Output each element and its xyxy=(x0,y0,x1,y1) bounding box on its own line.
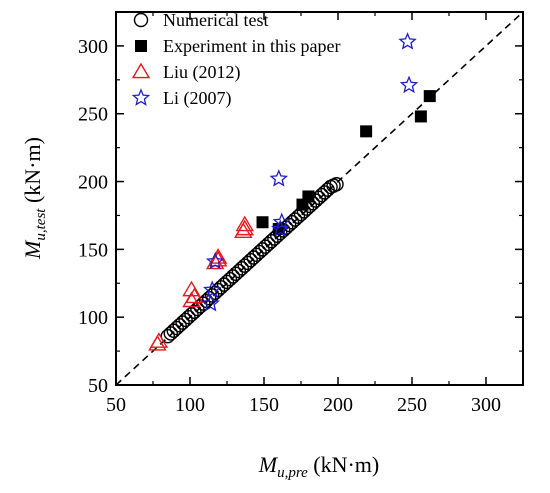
axis-title-symbol: M xyxy=(20,239,45,260)
x-axis-title: Mu,pre (kN·m) xyxy=(258,452,380,481)
plot-frame xyxy=(115,11,524,386)
data-points xyxy=(148,32,436,351)
data-point-star-open xyxy=(272,212,291,231)
y-axis-title: Mu,test (kN·m) xyxy=(20,137,49,260)
reference-line-group xyxy=(116,12,523,385)
data-point-square-filled xyxy=(302,190,315,203)
data-point-triangle-open xyxy=(235,219,254,236)
x-tick-label: 150 xyxy=(249,394,279,416)
legend: Numerical test Experiment in this paper Li… xyxy=(131,10,340,109)
y-tick-label: 300 xyxy=(78,36,108,58)
legend-marker-triangle-open xyxy=(131,62,151,79)
legend-marker-star-open xyxy=(131,88,151,106)
legend-label: Numerical test xyxy=(163,10,268,30)
axis-title-subscript: u,test xyxy=(33,208,49,241)
legend-marker-square-filled xyxy=(135,40,147,52)
x-tick-label: 250 xyxy=(397,394,427,416)
axis-title-symbol: M xyxy=(258,452,279,477)
data-point-star-open xyxy=(399,75,419,94)
data-point-star-open xyxy=(269,169,289,187)
data-point-star-open xyxy=(201,293,220,312)
data-point-triangle-open xyxy=(149,332,169,348)
axis-title-unit: (kN·m) xyxy=(308,452,379,477)
legend-marker-circle-open xyxy=(133,12,149,28)
y-tick-label: 250 xyxy=(78,104,108,126)
legend-label: Liu (2012) xyxy=(163,62,240,83)
axis-title-unit: (kN·m) xyxy=(20,137,45,208)
y-tick-label: 50 xyxy=(88,375,108,397)
data-point-triangle-open xyxy=(185,287,204,304)
data-point-square-filled xyxy=(423,90,436,103)
data-point-star-open xyxy=(202,280,222,298)
data-point-square-filled xyxy=(256,216,269,229)
reference-line xyxy=(116,12,523,385)
legend-label: Li (2007) xyxy=(163,88,231,109)
data-point-square-filled xyxy=(360,125,373,138)
legend-label: Experiment in this paper xyxy=(163,36,340,56)
y-tick-label: 150 xyxy=(78,239,108,261)
x-tick-label: 200 xyxy=(323,394,353,416)
y-tick-label: 100 xyxy=(78,307,108,329)
data-point-square-filled xyxy=(414,110,427,123)
axis-title-subscript: u,pre xyxy=(277,465,308,481)
x-tick-label: 100 xyxy=(175,394,205,416)
data-point-circle-open xyxy=(329,177,344,192)
y-tick-label: 200 xyxy=(78,172,108,194)
x-tick-label: 50 xyxy=(106,394,126,416)
data-point-star-open xyxy=(205,251,225,270)
data-point-star-open xyxy=(398,32,417,50)
data-point-triangle-open xyxy=(235,215,254,232)
data-point-triangle-open xyxy=(182,280,201,297)
x-tick-label: 300 xyxy=(471,394,501,416)
